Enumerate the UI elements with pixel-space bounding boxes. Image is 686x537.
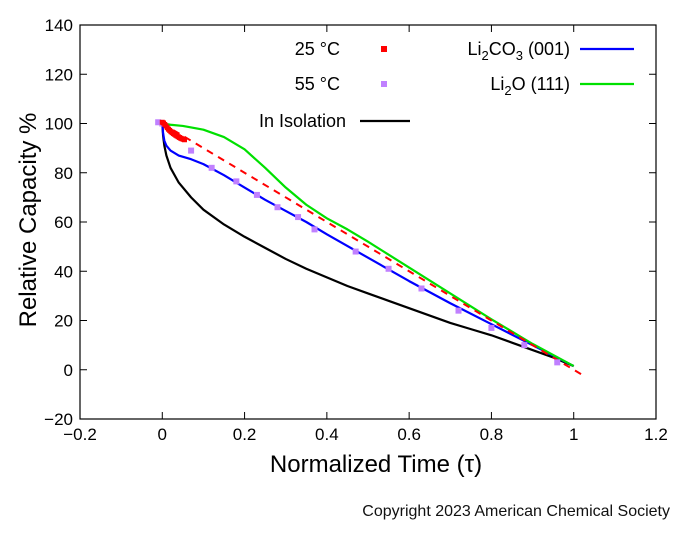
legend-entry: Li2O (111) bbox=[490, 74, 634, 98]
legend-marker bbox=[381, 46, 387, 52]
y-tick-label: 80 bbox=[54, 164, 73, 183]
copyright-credit: Copyright 2023 American Chemical Society bbox=[362, 503, 670, 520]
point-55-c bbox=[274, 204, 281, 211]
x-axis-title: Normalized Time (τ) bbox=[270, 451, 482, 478]
point-25-c bbox=[182, 137, 188, 143]
series-li2o-111 bbox=[162, 122, 575, 368]
legend-label-part: Li bbox=[490, 74, 504, 94]
x-tick-label: 1 bbox=[569, 425, 578, 444]
point-55-c bbox=[188, 147, 195, 154]
point-55-c bbox=[233, 178, 240, 185]
x-tick-label: 1.2 bbox=[644, 425, 668, 444]
series-in-isolation bbox=[161, 123, 575, 368]
point-55-c bbox=[295, 214, 302, 221]
x-tick-label: 0 bbox=[158, 425, 167, 444]
legend-label-part: Li bbox=[467, 39, 481, 59]
legend-label-part: 2 bbox=[482, 48, 489, 63]
y-tick-label: 60 bbox=[54, 213, 73, 232]
legend-label-part: 2 bbox=[504, 83, 511, 98]
point-55-c bbox=[554, 359, 561, 366]
legend-label-part: O (111) bbox=[512, 74, 570, 94]
x-tick-label: −0.2 bbox=[63, 425, 97, 444]
series-linear-fit bbox=[161, 122, 587, 378]
legend-entry: In Isolation bbox=[259, 111, 410, 131]
legend-label: In Isolation bbox=[259, 111, 346, 131]
series-line-linear-fit bbox=[161, 122, 587, 378]
point-55-c bbox=[253, 191, 260, 198]
series-line-in-isolation bbox=[161, 123, 575, 368]
y-tick-label: −20 bbox=[44, 410, 73, 429]
point-55-c bbox=[311, 226, 318, 233]
point-55-c bbox=[488, 324, 495, 331]
point-55-c bbox=[155, 119, 162, 126]
axes: −0.2 0 0.2 0.4 0.6 0.8 1 1.2 −20 0 20 40 60 80 100 120 1… bbox=[15, 16, 668, 478]
point-55-c bbox=[521, 342, 528, 349]
y-axis-title: Relative Capacity % bbox=[15, 113, 42, 328]
point-55-c bbox=[208, 164, 215, 171]
legend-label: 55 °C bbox=[295, 74, 340, 94]
y-tick-label: 20 bbox=[54, 312, 73, 331]
legend-label: Li2CO3 (001) bbox=[467, 39, 570, 63]
legend-entry: 55 °C bbox=[295, 74, 387, 94]
legend-entry: Li2CO3 (001) bbox=[467, 39, 634, 63]
x-tick-label: 0.4 bbox=[315, 425, 339, 444]
x-tick-label: 0.2 bbox=[233, 425, 257, 444]
point-55-c bbox=[385, 265, 392, 272]
y-tick-label: 0 bbox=[64, 361, 73, 380]
y-tick-label: 100 bbox=[45, 115, 73, 134]
series-group bbox=[155, 119, 587, 378]
y-tick-label: 40 bbox=[54, 262, 73, 281]
series-25-c bbox=[159, 119, 188, 143]
y-tick-label: 140 bbox=[45, 16, 73, 35]
x-tick-label: 0.8 bbox=[480, 425, 504, 444]
legend-label: 25 °C bbox=[295, 39, 340, 59]
point-55-c bbox=[352, 248, 359, 255]
x-tick-label: 0.6 bbox=[397, 425, 421, 444]
legend-label: Li2O (111) bbox=[490, 74, 570, 98]
y-tick-label: 120 bbox=[45, 65, 73, 84]
series-line-li2o-111 bbox=[162, 122, 575, 368]
legend-label-part: CO bbox=[489, 39, 516, 59]
legend-entry: 25 °C bbox=[295, 39, 387, 59]
point-55-c bbox=[455, 307, 462, 314]
legend-marker bbox=[381, 81, 387, 87]
legend-label-part: (001) bbox=[523, 39, 570, 59]
point-55-c bbox=[418, 285, 425, 292]
legend-label-part: 3 bbox=[516, 48, 523, 63]
